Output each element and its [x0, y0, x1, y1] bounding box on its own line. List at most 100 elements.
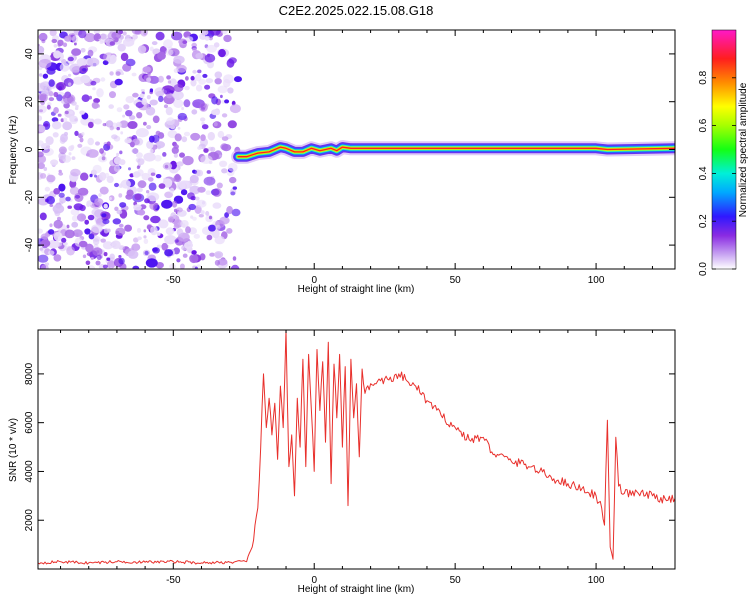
noise-blob	[91, 101, 99, 109]
noise-blob	[205, 190, 212, 195]
noise-blob	[68, 73, 72, 77]
noise-blob	[173, 68, 179, 73]
chart-title: C2E2.2025.022.15.08.G18	[279, 3, 434, 18]
noise-blob	[190, 215, 194, 219]
noise-blob	[114, 206, 119, 211]
noise-blob	[185, 76, 189, 81]
noise-blob	[164, 249, 174, 257]
noise-blob	[139, 93, 145, 99]
spectrogram-frame	[37, 29, 676, 270]
noise-blob	[145, 106, 156, 116]
noise-blob	[109, 71, 114, 76]
noise-blob	[90, 256, 94, 260]
noise-blob	[194, 196, 200, 201]
noise-blob	[164, 191, 174, 199]
noise-blob	[221, 168, 228, 174]
snr-ticks: -50 0 50 100 2000 4000 6000 8000	[24, 330, 675, 586]
noise-blob	[101, 156, 106, 161]
noise-blob	[80, 172, 89, 181]
noise-blob	[51, 38, 58, 44]
noise-blob	[137, 180, 147, 189]
noise-blob	[86, 153, 90, 157]
noise-blob	[124, 224, 132, 232]
colorbar-tick-label: 0.2	[698, 214, 709, 228]
noise-blob	[174, 173, 181, 181]
noise-blob	[95, 260, 101, 266]
noise-blob	[87, 137, 94, 146]
snr-series-layer	[38, 330, 675, 565]
noise-blob	[69, 186, 80, 195]
noise-blob	[167, 80, 172, 84]
noise-blob	[136, 152, 143, 159]
noise-blob	[38, 73, 43, 77]
noise-blob	[161, 242, 168, 251]
noise-blob	[38, 115, 43, 122]
noise-blob	[106, 175, 114, 184]
noise-blob	[131, 72, 137, 77]
noise-blob	[108, 104, 114, 109]
noise-blob	[113, 156, 122, 165]
noise-blob	[148, 177, 154, 182]
noise-blob	[95, 141, 100, 146]
noise-blob	[120, 131, 124, 135]
noise-blob	[232, 256, 237, 261]
noise-blob	[229, 176, 237, 184]
noise-blob	[155, 174, 162, 179]
noise-blob	[171, 200, 178, 208]
noise-blob	[53, 44, 58, 48]
noise-blob	[169, 78, 177, 87]
noise-blob	[109, 125, 114, 131]
noise-blob	[200, 134, 206, 142]
noise-blob	[143, 235, 147, 239]
noise-blob	[217, 130, 225, 139]
noise-blob	[220, 143, 229, 151]
noise-blob	[152, 247, 158, 252]
noise-blob	[178, 94, 183, 99]
noise-blob	[143, 152, 156, 162]
noise-blob	[74, 130, 79, 136]
noise-blob	[203, 176, 216, 186]
noise-blob	[174, 239, 179, 243]
noise-blob	[46, 196, 55, 205]
noise-blob	[177, 112, 187, 121]
noise-blob	[76, 213, 87, 222]
noise-blob	[119, 202, 127, 208]
noise-blob	[89, 173, 93, 178]
noise-blob	[71, 221, 79, 228]
noise-blob	[123, 104, 130, 110]
noise-blob	[38, 162, 45, 170]
noise-blob	[40, 239, 51, 248]
noise-blob	[200, 155, 213, 164]
noise-blob	[190, 78, 197, 87]
noise-blob	[195, 52, 204, 60]
noise-blob	[152, 115, 160, 124]
noise-blob	[146, 95, 151, 100]
noise-blob	[158, 219, 169, 229]
noise-blob	[87, 57, 100, 67]
noise-blob	[146, 192, 160, 202]
noise-blob	[169, 263, 177, 269]
noise-blob	[189, 254, 199, 264]
noise-blob	[182, 223, 186, 228]
noise-blob	[53, 91, 59, 98]
noise-blob	[84, 228, 91, 235]
noise-blob	[207, 131, 215, 141]
noise-blob	[66, 30, 74, 35]
noise-blob	[120, 72, 124, 75]
noise-blob	[56, 94, 63, 102]
noise-blob	[223, 34, 232, 43]
noise-blob	[122, 31, 127, 36]
noise-blob	[131, 30, 142, 35]
snr-x-tick-label: 50	[450, 575, 462, 586]
spectrogram-y-tick-label: -20	[24, 190, 35, 205]
noise-blob	[118, 223, 124, 228]
noise-blob	[205, 78, 214, 84]
noise-blob	[51, 121, 62, 130]
noise-blob	[73, 203, 84, 211]
noise-blob	[207, 60, 214, 69]
noise-blob	[38, 151, 44, 158]
noise-blob	[84, 219, 89, 225]
noise-blob	[137, 45, 147, 54]
noise-blob	[74, 118, 78, 122]
